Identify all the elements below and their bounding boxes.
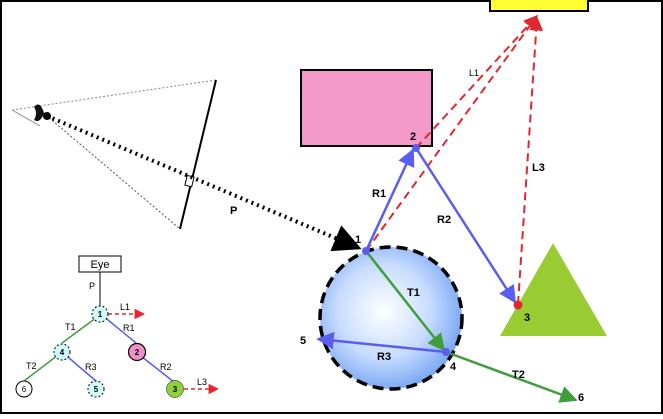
tree-node-4-label: 4 bbox=[60, 348, 65, 357]
label-l1: L1 bbox=[469, 68, 479, 78]
sphere-object bbox=[318, 245, 464, 391]
ray-tree: Eye 1 4 2 6 5 3 P T1 R1 T2 R3 R2 L1 L3 bbox=[15, 255, 220, 398]
label-p: P bbox=[230, 205, 237, 217]
label-r3: R3 bbox=[377, 351, 391, 363]
primary-ray-p bbox=[46, 114, 362, 252]
transmitted-ray-t2 bbox=[445, 350, 578, 403]
label-t1: T1 bbox=[407, 287, 420, 299]
tree-label-p: P bbox=[89, 281, 95, 291]
tree-node-1 bbox=[91, 305, 109, 323]
image-plane bbox=[179, 79, 217, 230]
light-source bbox=[489, 0, 589, 12]
intersection-point-2 bbox=[412, 144, 420, 152]
intersection-point-1 bbox=[362, 247, 370, 255]
label-point-2: 2 bbox=[410, 131, 416, 143]
reflected-ray-r3 bbox=[316, 331, 447, 354]
label-point-1: 1 bbox=[355, 234, 361, 246]
intersection-point-4 bbox=[442, 348, 450, 356]
tree-node-5-label: 5 bbox=[94, 385, 99, 394]
tree-node-3-label: 3 bbox=[173, 385, 178, 394]
intersection-point-3 bbox=[513, 300, 523, 310]
tree-label-l1: L1 bbox=[120, 302, 130, 312]
tree-node-6 bbox=[15, 380, 33, 398]
shadow-ray-from-1 bbox=[365, 14, 538, 252]
label-point-3: 3 bbox=[524, 312, 530, 324]
tree-node-2 bbox=[127, 342, 147, 362]
tree-label-t1: T1 bbox=[65, 322, 76, 332]
tree-node-6-label: 6 bbox=[22, 385, 27, 394]
tree-label-t2: T2 bbox=[26, 361, 37, 371]
eye-icon bbox=[34, 104, 44, 122]
tree-root-eye bbox=[78, 255, 122, 273]
label-point-6: 6 bbox=[578, 392, 584, 404]
frustum-eye-edge bbox=[11, 109, 41, 127]
tree-node-2-label: 2 bbox=[135, 348, 140, 357]
reflected-ray-r1 bbox=[364, 148, 415, 252]
frustum-bottom-edge bbox=[39, 109, 181, 230]
tree-label-r1: R1 bbox=[123, 323, 135, 333]
label-point-5: 5 bbox=[300, 335, 306, 347]
transmitted-ray-t1 bbox=[365, 250, 446, 352]
label-point-4: 4 bbox=[450, 361, 457, 373]
label-r2: R2 bbox=[437, 214, 451, 226]
tree-label-l3: L3 bbox=[197, 377, 207, 387]
tree-node-1-label: 1 bbox=[98, 310, 103, 319]
shadow-ray-l1 bbox=[415, 14, 538, 149]
pink-box-object bbox=[300, 69, 433, 147]
eye-and-viewport bbox=[11, 79, 217, 230]
green-triangle-object bbox=[500, 243, 607, 336]
label-r1: R1 bbox=[372, 188, 386, 200]
tree-node-4 bbox=[53, 343, 71, 361]
tree-edge-t1 bbox=[61, 314, 101, 344]
tree-node-5 bbox=[87, 380, 105, 398]
tree-node-3 bbox=[166, 380, 184, 398]
tree-label-r3: R3 bbox=[85, 362, 97, 372]
tree-root-label: Eye bbox=[91, 259, 110, 271]
shadow-ray-l3 bbox=[517, 16, 544, 305]
tree-label-r2: R2 bbox=[160, 362, 172, 372]
reflected-ray-r2 bbox=[414, 147, 517, 304]
label-l3: L3 bbox=[532, 162, 545, 174]
label-t2: T2 bbox=[512, 369, 525, 381]
tree-edge-r1 bbox=[101, 314, 137, 344]
